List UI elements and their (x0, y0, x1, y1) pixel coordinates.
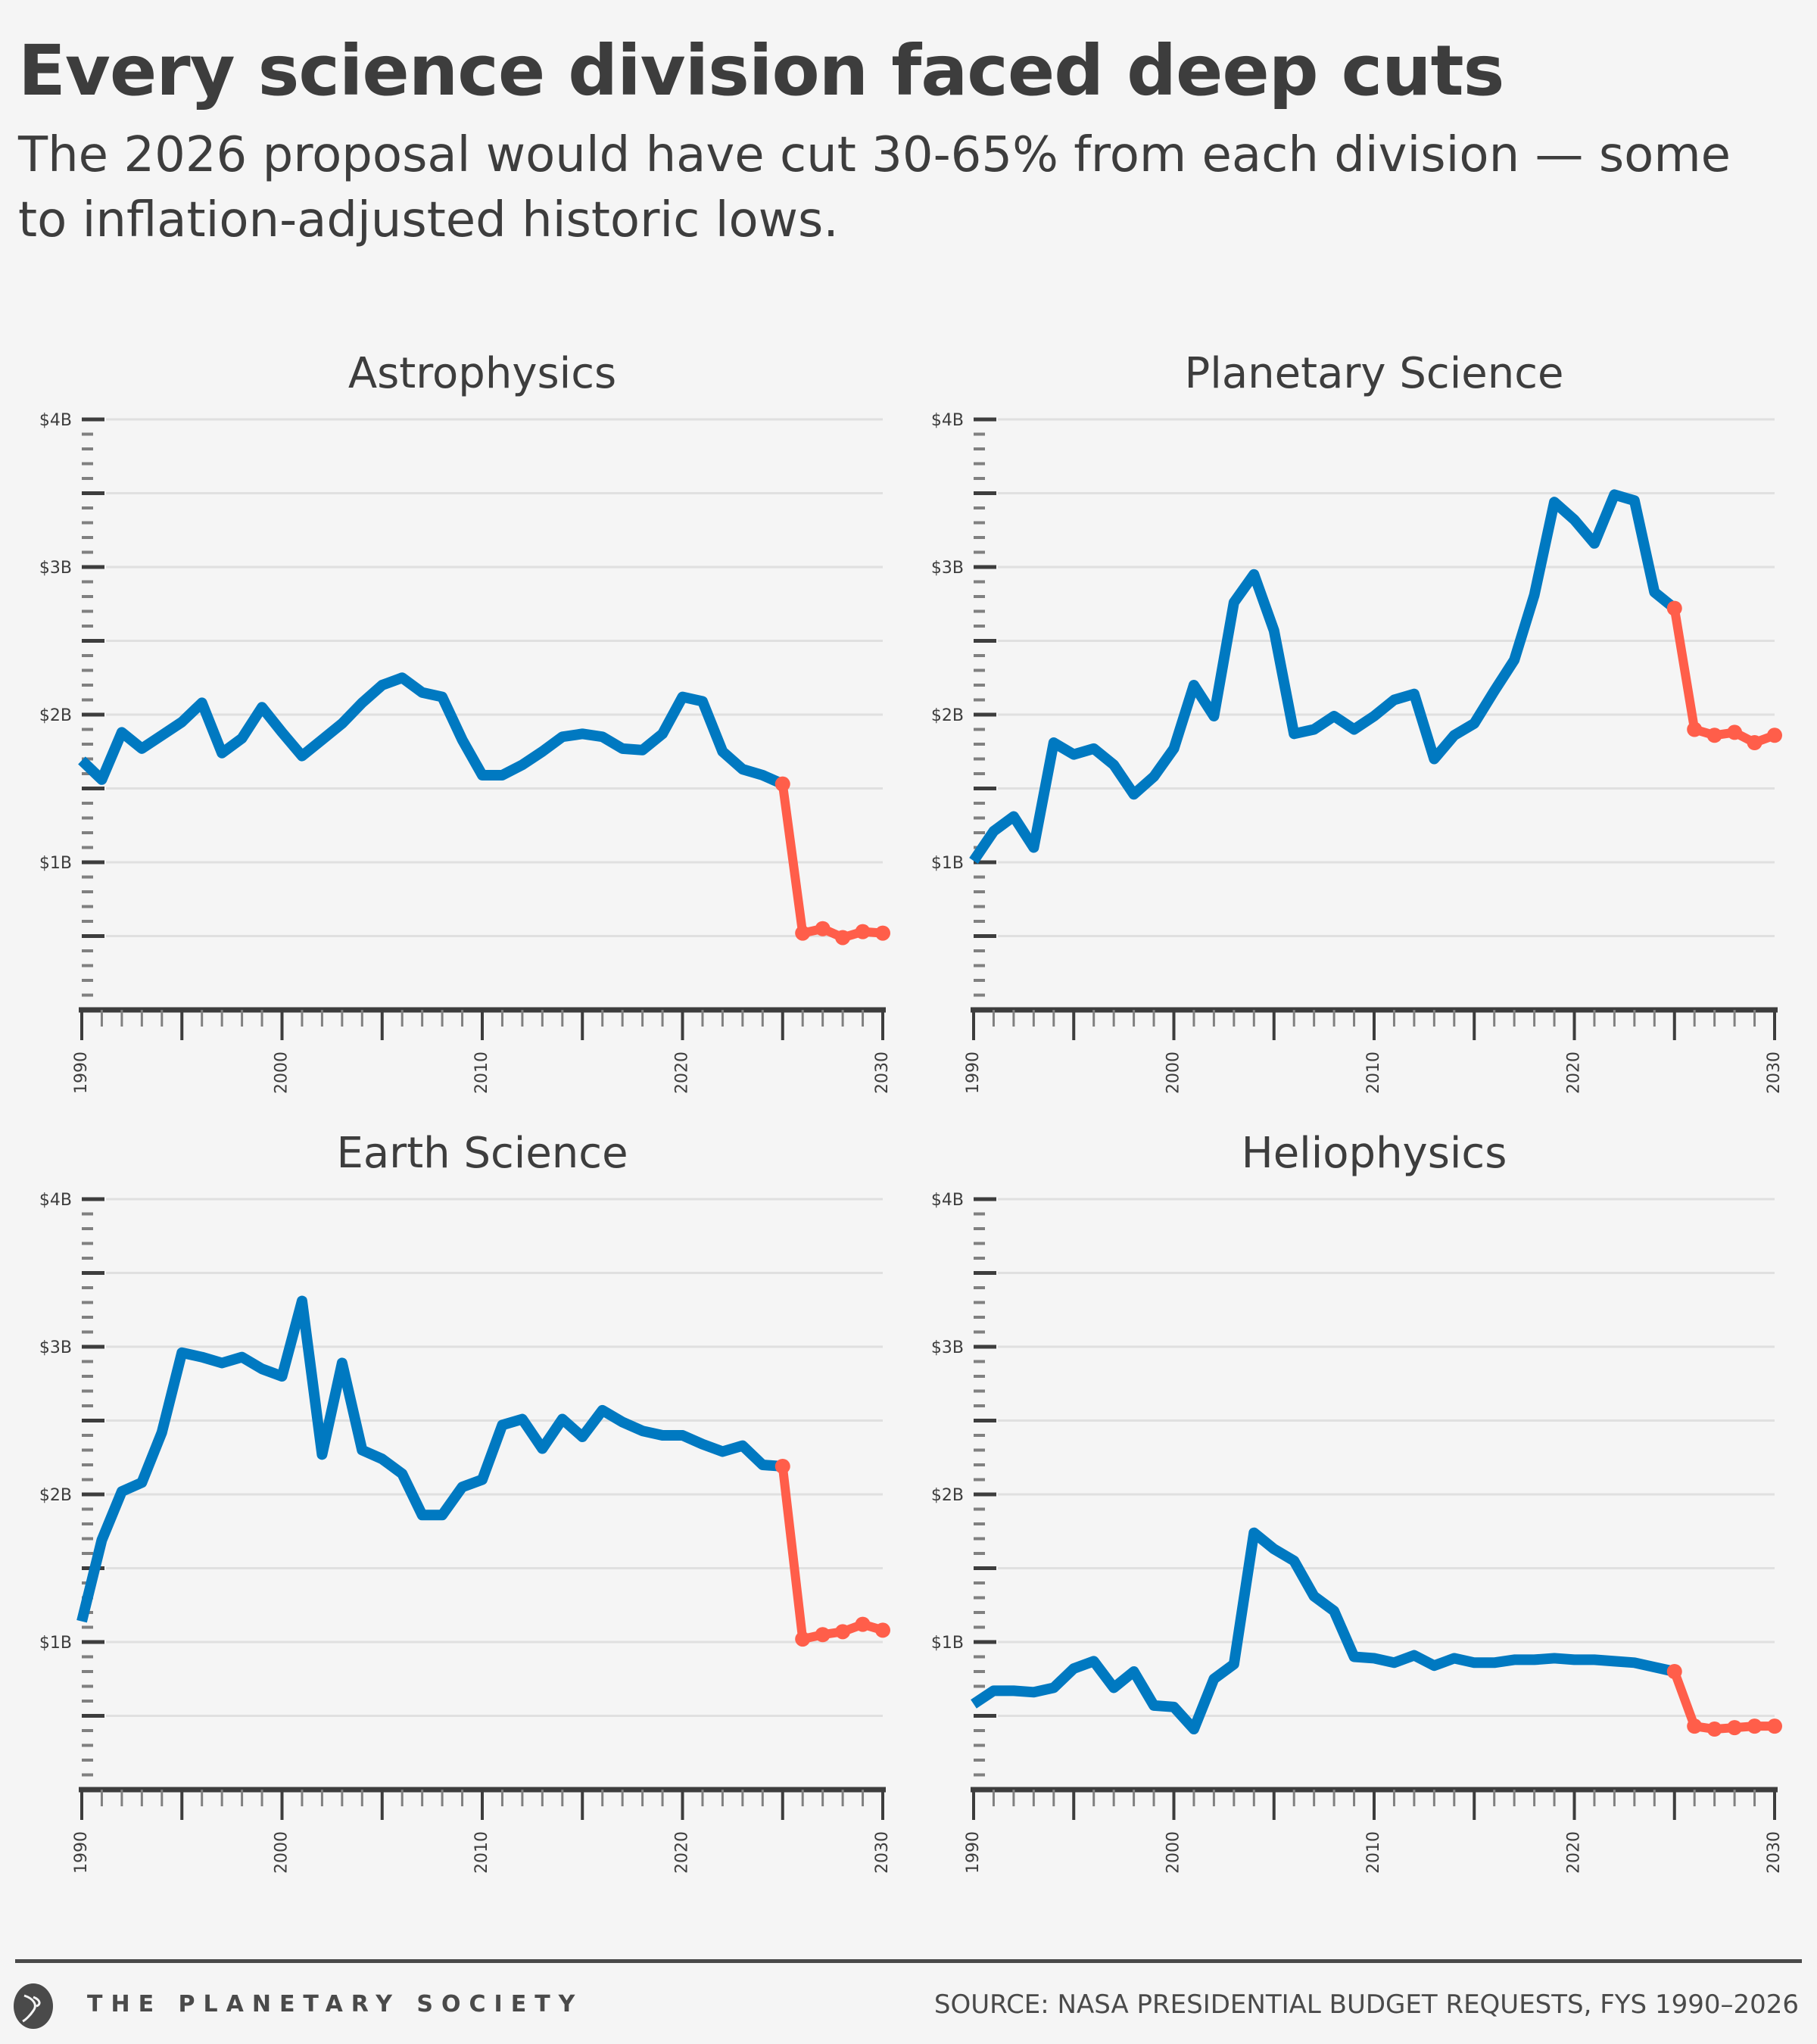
proposed-budget-point (855, 1616, 871, 1632)
y-tick-label: $1B (931, 1634, 964, 1653)
proposed-budget-point (1687, 721, 1703, 737)
proposed-budget-point (1727, 1720, 1743, 1736)
y-tick-label: $2B (931, 1486, 964, 1505)
footer-divider (15, 1959, 1802, 1963)
y-tick-label: $3B (39, 559, 72, 578)
proposed-budget-point (855, 924, 871, 939)
x-tick-label: 2020 (1565, 1831, 1584, 1874)
y-tick-label: $4B (931, 411, 964, 430)
historic-budget-line (971, 1527, 1676, 1735)
x-tick-label: 2010 (1364, 1831, 1383, 1874)
proposed-budget-point (875, 925, 890, 941)
x-tick-label: 1990 (72, 1831, 91, 1874)
x-tick-label: 1990 (964, 1052, 983, 1094)
chart-title: Every science division faced deep cuts (18, 30, 1504, 111)
proposed-budget-line (1670, 1669, 1775, 1734)
y-tick-label: $4B (931, 1191, 964, 1210)
y-tick-label: $1B (39, 1634, 72, 1653)
proposed-budget-point (774, 1458, 790, 1474)
y-tick-label: $3B (39, 1338, 72, 1357)
x-tick-label: 2010 (1364, 1052, 1383, 1094)
y-tick-label: $1B (39, 854, 72, 873)
chart-heliophysics: Heliophysics $1B $2B $3B $4B 1990 2000 2010 2020… (931, 1129, 1784, 1874)
proposed-budget-point (1666, 600, 1682, 616)
x-tick-label: 2020 (673, 1831, 692, 1874)
proposed-budget-line (778, 1466, 884, 1644)
x-tick-label: 2030 (1765, 1831, 1784, 1874)
x-tick-label: 1990 (964, 1831, 983, 1874)
proposed-budget-point (1767, 1718, 1782, 1734)
proposed-budget-point (1767, 728, 1782, 743)
proposed-budget-point (1687, 1718, 1703, 1734)
proposed-budget-point (1747, 1718, 1762, 1734)
y-tick-label: $3B (931, 559, 964, 578)
proposed-budget-point (815, 1627, 831, 1643)
x-tick-label: 2030 (873, 1052, 892, 1094)
x-tick-label: 2020 (1565, 1052, 1584, 1094)
proposed-budget-point (835, 930, 851, 946)
proposed-budget-line (1669, 607, 1777, 748)
proposed-budget-point (875, 1622, 890, 1638)
proposed-budget-point (1706, 728, 1722, 743)
y-tick-label: $2B (931, 706, 964, 725)
panel-title: Astrophysics (348, 349, 616, 398)
x-tick-label: 2020 (673, 1052, 692, 1094)
y-tick-label: $1B (931, 854, 964, 873)
x-tick-label: 2000 (1164, 1831, 1183, 1874)
historic-budget-line (78, 672, 785, 790)
organization-name: THE PLANETARY SOCIETY (87, 1991, 584, 2018)
x-tick-label: 2030 (1765, 1052, 1784, 1094)
proposed-budget-point (1747, 735, 1762, 751)
proposed-budget-point (795, 1631, 811, 1647)
x-tick-label: 2000 (273, 1831, 291, 1874)
panel-title: Heliophysics (1242, 1129, 1507, 1178)
proposed-budget-point (1666, 1664, 1682, 1679)
historic-budget-line (76, 1295, 784, 1623)
proposed-budget-point (795, 925, 811, 941)
proposed-budget-point (1706, 1722, 1722, 1737)
y-tick-label: $4B (39, 411, 72, 430)
x-tick-label: 2000 (1164, 1052, 1183, 1094)
y-tick-label: $4B (39, 1191, 72, 1210)
y-tick-label: $2B (39, 1486, 72, 1505)
chart-astrophysics: Astrophysics $1B $2B $3B $4B 1990 2000 2010 2020… (39, 349, 892, 1094)
proposed-budget-point (774, 776, 790, 792)
x-tick-label: 2010 (472, 1831, 491, 1874)
historic-budget-line (969, 489, 1678, 864)
x-tick-label: 2010 (472, 1052, 491, 1094)
proposed-budget-point (815, 921, 831, 936)
y-tick-label: $3B (931, 1338, 964, 1357)
chart-earth-science: Earth Science $1B $2B $3B $4B 1990 2000 2010 202… (39, 1129, 892, 1874)
proposed-budget-point (835, 1624, 851, 1640)
x-tick-label: 2000 (273, 1052, 291, 1094)
chart-planetary-science: Planetary Science $1B $2B $3B $4B 1990 2000 201… (931, 349, 1784, 1094)
proposed-budget-line (778, 783, 884, 943)
y-tick-label: $2B (39, 706, 72, 725)
planetary-society-logo-icon (14, 1983, 53, 2029)
panel-title: Planetary Science (1185, 349, 1564, 398)
panel-title: Earth Science (336, 1129, 628, 1178)
x-tick-label: 2030 (873, 1831, 892, 1874)
source-note: SOURCE: NASA PRESIDENTIAL BUDGET REQUEST… (933, 1989, 1799, 2020)
proposed-budget-point (1727, 724, 1743, 740)
x-tick-label: 1990 (72, 1052, 91, 1094)
chart-subtitle: The 2026 proposal would have cut 30-65% … (18, 127, 1731, 248)
